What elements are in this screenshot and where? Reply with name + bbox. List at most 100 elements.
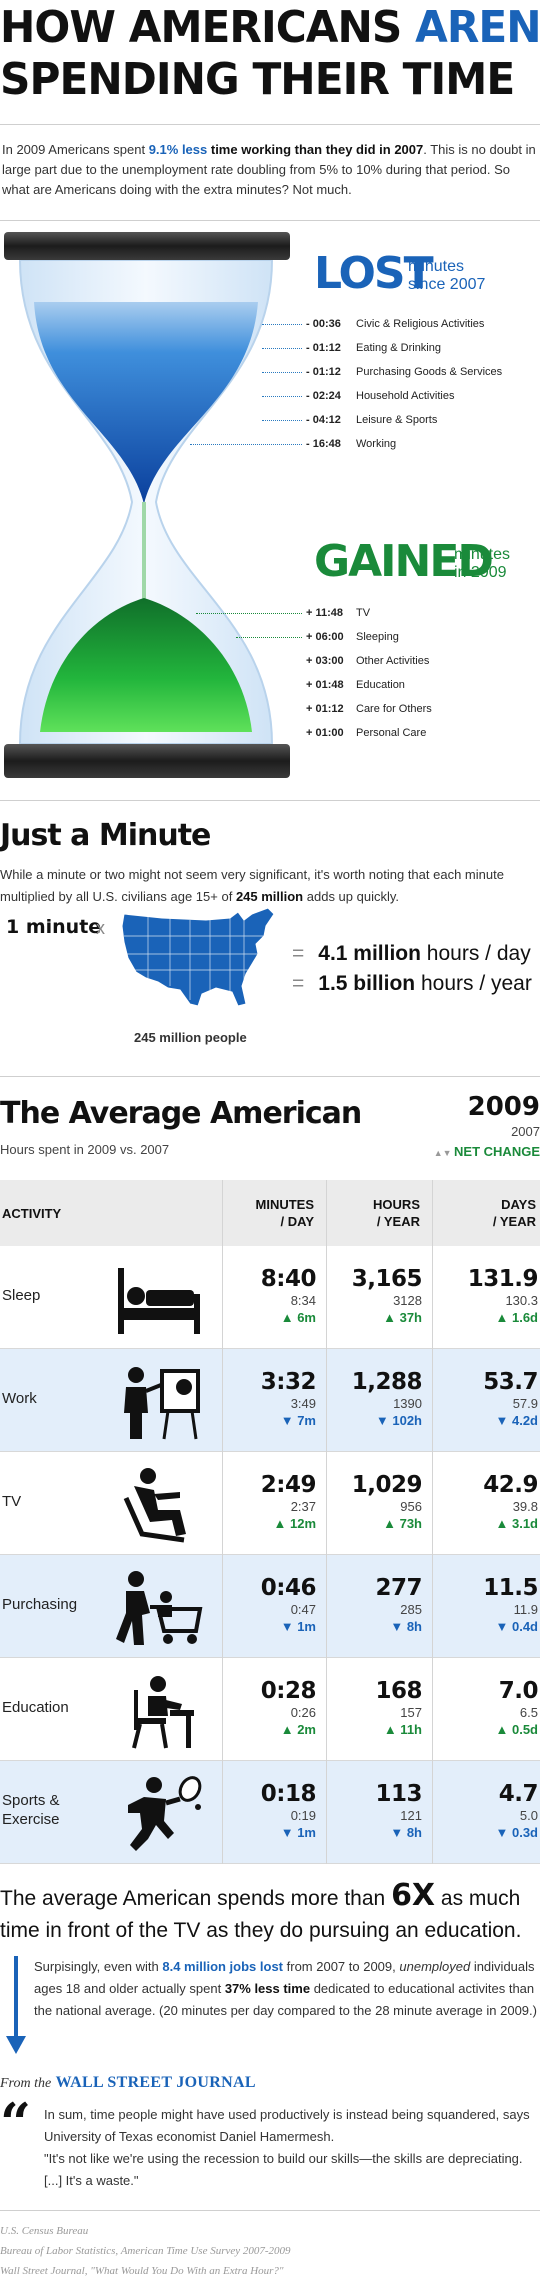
hrs-2007: 285: [400, 1602, 422, 1617]
intro-paragraph: In 2009 Americans spent 9.1% less time w…: [2, 142, 536, 197]
lost-sand: [34, 302, 258, 504]
min-cell: 3:32 3:49 ▼ 7m: [224, 1369, 317, 1429]
min-2007: 8:34: [290, 1293, 316, 1308]
min-2007: 0:26: [290, 1705, 316, 1720]
lost-item-time: - 01:12: [306, 366, 341, 378]
times-sign: x: [96, 918, 105, 938]
days-cell: 7.0 6.5 ▲ 0.5d: [434, 1678, 539, 1738]
hrs-cell: 168 157 ▲ 11h: [328, 1678, 422, 1738]
equation-year: = 1.5 billion hours / year: [292, 972, 532, 995]
student-desk-icon: [114, 1670, 204, 1750]
wsj-quote: In sum, time people might have used prod…: [44, 2107, 530, 2188]
divider: [0, 1076, 540, 1077]
hrs-2009: 1,029: [351, 1472, 423, 1498]
min-net-change: ▼ 7m: [280, 1413, 316, 1428]
min-2009: 0:28: [260, 1678, 317, 1704]
activity-name: Sports & Exercise: [2, 1792, 60, 1828]
leader-line: [262, 372, 302, 373]
min-2009: 2:49: [260, 1472, 317, 1498]
days-net-change: ▼ 0.4d: [495, 1619, 539, 1634]
min-net-change: ▼ 1m: [280, 1619, 316, 1634]
table-header: ACTIVITY MINUTES / DAY HOURS / YEAR DAYS / …: [0, 1180, 540, 1246]
days-2007: 130.3: [505, 1293, 538, 1308]
lost-item-time: - 04:12: [306, 414, 341, 426]
lost-item-label: Purchasing Goods & Services: [356, 366, 503, 378]
table-row: Purchasing 0:46 0:47 ▼ 1m 277 285 ▼ 8h 11.5 11.9…: [0, 1555, 540, 1658]
gained-item: + 01:00 Personal Care: [306, 722, 426, 744]
hrs-net-change: ▲ 11h: [383, 1722, 422, 1737]
activity-name: Sleep: [2, 1287, 41, 1304]
days-cell: 4.7 5.0 ▼ 0.3d: [434, 1781, 539, 1841]
gained-item-time: + 03:00: [306, 655, 344, 667]
hrs-cell: 113 121 ▼ 8h: [328, 1781, 422, 1841]
gained-item: + 03:00 Other Activities: [306, 650, 429, 672]
table-row: Work 3:32 3:49 ▼ 7m 1,288 1390 ▼ 102h 53.7 57.9 ▼…: [0, 1349, 540, 1452]
gained-item-label: Personal Care: [356, 727, 427, 739]
activity-name: Work: [2, 1390, 37, 1407]
gained-item-label: Other Activities: [356, 655, 430, 667]
lost-item-time: - 01:12: [306, 342, 341, 354]
days-cell: 131.9 130.3 ▲ 1.6d: [434, 1266, 539, 1326]
min-cell: 2:49 2:37 ▲ 12m: [224, 1472, 317, 1532]
gained-sub-2: in 2009: [454, 564, 507, 581]
hrs-cell: 1,288 1390 ▼ 102h: [328, 1369, 423, 1429]
min-2009: 8:40: [260, 1266, 317, 1292]
hrs-2009: 3,165: [351, 1266, 423, 1292]
col-divider: [326, 1180, 327, 1864]
table-heading: The Average American: [0, 1096, 362, 1131]
down-arrow-icon: [6, 1956, 26, 2054]
lost-item: - 04:12 Leisure & Sports: [306, 409, 437, 431]
wsj-logo: WALL STREET JOURNAL: [55, 2074, 256, 2091]
map-caption: 245 million people: [134, 1030, 247, 1045]
min-net-change: ▲ 2m: [280, 1722, 316, 1737]
source-1: U.S. Census Bureau: [0, 2225, 89, 2237]
hrs-net-change: ▼ 8h: [390, 1619, 422, 1634]
min-2009: 3:32: [260, 1369, 317, 1395]
min-2009: 0:18: [260, 1781, 317, 1807]
table-row: Education 0:28 0:26 ▲ 2m 168 157 ▲ 11h 7.0 6.5 ▲ …: [0, 1658, 540, 1761]
activity-name: Education: [2, 1699, 69, 1716]
gained-item-label: TV: [356, 607, 371, 619]
legend-2009: 2009: [467, 1092, 540, 1122]
hrs-2009: 113: [375, 1781, 422, 1807]
hourglass-graphic: [4, 232, 290, 778]
lost-item-label: Civic & Religious Activities: [356, 318, 485, 330]
days-net-change: ▼ 4.2d: [495, 1413, 539, 1428]
minute-heading: Just a Minute: [0, 818, 211, 853]
hourglass-top-cap: [4, 232, 290, 260]
hrs-2007: 956: [400, 1499, 422, 1514]
minute-paragraph: While a minute or two might not seem ver…: [0, 867, 504, 904]
gained-item: + 01:48 Education: [306, 674, 405, 696]
divider: [0, 800, 540, 801]
days-2009: 131.9: [467, 1266, 539, 1292]
days-2009: 42.9: [483, 1472, 538, 1498]
tennis-player-icon: [114, 1773, 204, 1853]
sand-stream: [142, 502, 146, 622]
lost-item-time: - 02:24: [306, 390, 341, 402]
leader-line: [262, 420, 302, 421]
equation-day: = 4.1 million hours / day: [292, 942, 531, 965]
min-2007: 3:49: [290, 1396, 316, 1411]
col-activity: ACTIVITY: [2, 1205, 62, 1221]
hrs-net-change: ▼ 8h: [390, 1825, 422, 1840]
min-net-change: ▲ 6m: [280, 1310, 316, 1325]
days-net-change: ▼ 0.3d: [495, 1825, 539, 1840]
days-2007: 57.9: [512, 1396, 538, 1411]
leader-line: [190, 444, 302, 445]
title-line-2: SPENDING THEIR TIME: [0, 54, 515, 105]
leader-line: [262, 396, 302, 397]
quote-mark-icon: “: [0, 2091, 32, 2155]
gained-heading: GAINED: [314, 536, 494, 587]
lost-item: - 16:48 Working: [306, 433, 396, 455]
one-minute-label: 1 minute: [6, 916, 102, 938]
leader-line: [236, 637, 302, 638]
col-days: DAYS / YEAR: [492, 1197, 536, 1229]
gained-item-time: + 06:00: [306, 631, 344, 643]
hrs-2007: 3128: [393, 1293, 422, 1308]
table-row: Sports & Exercise 0:18 0:19 ▼ 1m 113 121 ▼ 8h 4…: [0, 1761, 540, 1864]
min-cell: 0:46 0:47 ▼ 1m: [224, 1575, 317, 1635]
days-2009: 11.5: [483, 1575, 538, 1601]
hrs-cell: 1,029 956 ▲ 73h: [328, 1472, 423, 1532]
conclusion-statement: The average American spends more than 6X…: [0, 1878, 522, 1943]
gained-sand: [40, 598, 252, 732]
